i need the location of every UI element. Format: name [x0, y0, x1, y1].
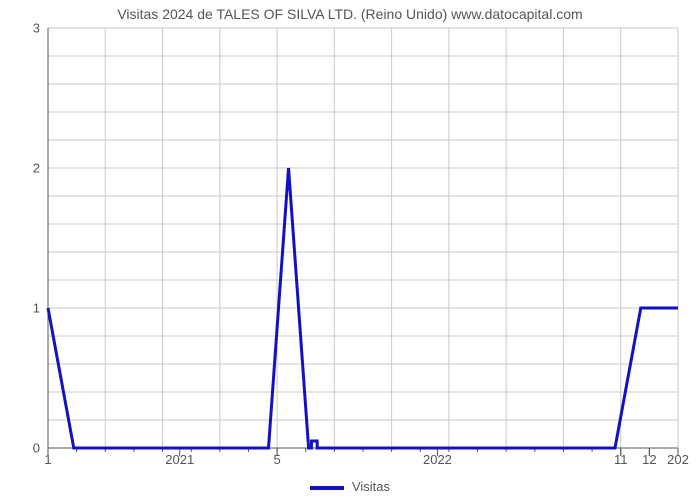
- y-tick-label: 1: [33, 301, 40, 316]
- x-tick-label: 11: [614, 452, 628, 467]
- legend-swatch: [310, 486, 344, 490]
- y-tick-label: 0: [33, 441, 40, 456]
- x-tick-label: 1: [44, 452, 51, 467]
- plot-svg: [48, 28, 678, 458]
- plot-area: [48, 28, 678, 448]
- x-axis-ticks: 12021520221112202: [48, 450, 678, 470]
- y-axis-ticks: 0123: [0, 28, 44, 448]
- x-tick-label: 5: [273, 452, 280, 467]
- legend-label: Visitas: [352, 479, 390, 494]
- y-tick-label: 2: [33, 161, 40, 176]
- legend: Visitas: [0, 479, 700, 494]
- x-tick-label: 2021: [165, 452, 194, 467]
- y-tick-label: 3: [33, 21, 40, 36]
- chart-title: Visitas 2024 de TALES OF SILVA LTD. (Rei…: [0, 6, 700, 22]
- x-tick-label: 2022: [423, 452, 452, 467]
- x-tick-label: 202: [667, 452, 689, 467]
- chart-container: Visitas 2024 de TALES OF SILVA LTD. (Rei…: [0, 0, 700, 500]
- x-tick-label: 12: [642, 452, 656, 467]
